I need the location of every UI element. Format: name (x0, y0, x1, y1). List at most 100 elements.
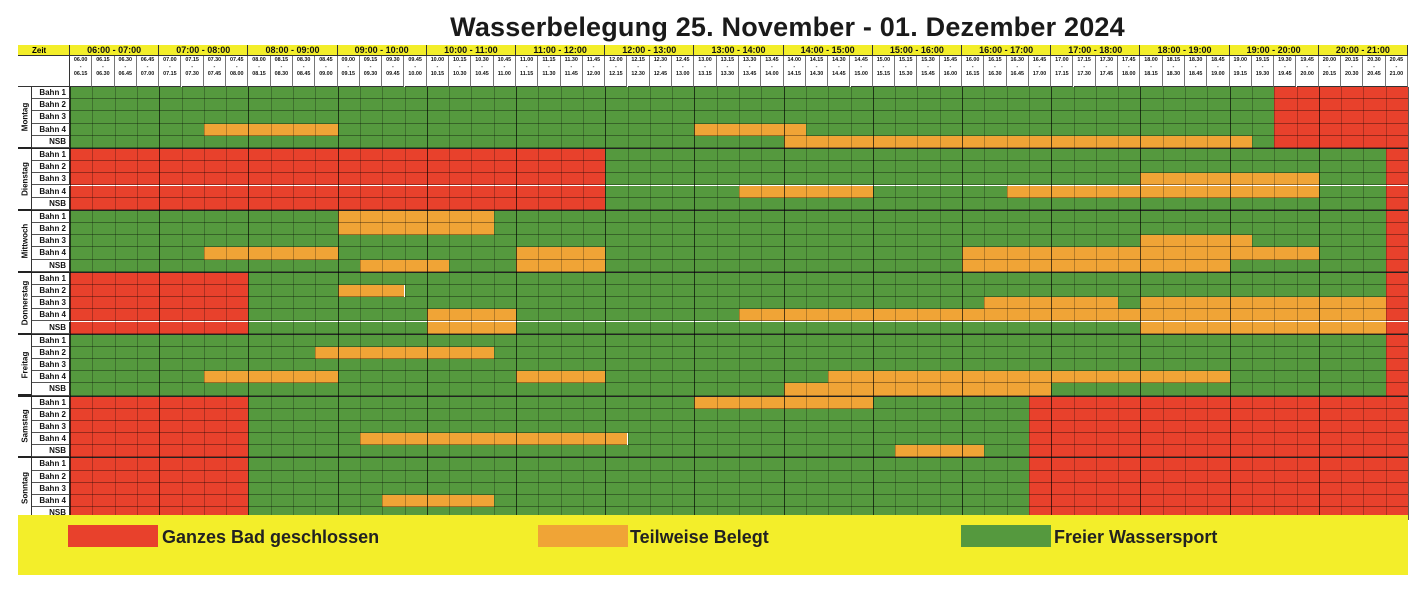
lane-label: NSB (32, 321, 70, 334)
legend-label-free: Freier Wassersport (1054, 527, 1218, 547)
booking-closed-bar (1385, 297, 1408, 310)
booking-free-bar (248, 458, 1029, 471)
grid-line (471, 87, 473, 521)
booking-free-bar (248, 272, 1386, 285)
booking-closed-bar (1385, 161, 1408, 174)
booking-free-bar (493, 223, 1386, 236)
booking-partial-bar (203, 123, 338, 136)
grid-line (761, 87, 763, 521)
lane-label: Bahn 3 (32, 359, 70, 372)
booking-closed-bar (1385, 359, 1408, 372)
slot-time-label: 13.15 - 13.30 (716, 56, 739, 87)
grid-line (783, 87, 785, 521)
slot-time-label: 20.45 - 21.00 (1385, 56, 1408, 87)
lane-label: Bahn 4 (32, 371, 70, 384)
slot-time-label: 16.45 - 17.00 (1028, 56, 1052, 87)
booking-free-bar (248, 420, 1029, 434)
grid-line (337, 87, 339, 521)
grid-line (1341, 87, 1343, 521)
lane-label: Bahn 2 (32, 161, 70, 174)
booking-free-bar (248, 470, 1029, 483)
hour-label: 19:00 - 20:00 (1229, 45, 1319, 56)
booking-closed-bar (1385, 383, 1408, 396)
booking-partial-bar (783, 135, 1252, 148)
lane-label: Bahn 2 (32, 470, 70, 483)
booking-closed-bar (1028, 482, 1408, 495)
grid-line (805, 87, 807, 521)
booking-free-bar (248, 495, 383, 508)
grid-line (582, 87, 584, 521)
grid-line (248, 87, 250, 521)
grid-line (560, 87, 562, 521)
day-name: Samstag (20, 409, 29, 444)
booking-closed-bar (1028, 470, 1408, 483)
grid-line (1095, 87, 1097, 521)
slot-time-label: 17.15 - 17.30 (1073, 56, 1096, 87)
lane-label: Bahn 2 (32, 99, 70, 112)
booking-partial-bar (203, 247, 338, 260)
booking-partial-bar (382, 495, 494, 508)
slot-time-label: 11.30 - 11.45 (560, 56, 583, 87)
slot-time-label: 11.45 - 12.00 (582, 56, 606, 87)
booking-free-bar (1051, 383, 1386, 396)
booking-closed-bar (1385, 185, 1408, 198)
booking-free-bar (70, 371, 204, 384)
booking-free-bar (805, 123, 1275, 136)
lane-label: Bahn 3 (32, 482, 70, 495)
slot-time-label: 11.15 - 11.30 (538, 56, 561, 87)
booking-closed-bar (1028, 433, 1408, 446)
grid-line (1185, 87, 1186, 521)
slot-time-label: 16.15 - 16.30 (984, 56, 1007, 87)
hour-label: 13:00 - 14:00 (694, 45, 784, 56)
slot-time-label: 10.00 - 10.15 (426, 56, 450, 87)
slot-time-label: 17.45 - 18.00 (1118, 56, 1141, 87)
grid-line (739, 87, 740, 521)
grid-line (382, 87, 384, 521)
slot-time-label: 19.45 - 20.00 (1296, 56, 1319, 87)
lane-label: Bahn 4 (32, 495, 70, 508)
grid-line (627, 87, 629, 521)
day-name: Donnerstag (20, 280, 29, 325)
booking-free-bar (1251, 135, 1275, 148)
booking-closed-bar (1385, 173, 1408, 186)
booking-free-bar (248, 321, 427, 334)
grid-line (1296, 87, 1298, 521)
slot-time-label: 18.30 - 18.45 (1185, 56, 1208, 87)
grid-line (1207, 87, 1209, 521)
grid-line (850, 87, 852, 521)
slot-time-label: 08.45 - 09.00 (315, 56, 338, 87)
slot-time-label: 08.15 - 08.30 (270, 56, 293, 87)
booking-partial-bar (895, 445, 985, 458)
slot-time-label: 06.15 - 06.30 (92, 56, 115, 87)
lane-label: Bahn 1 (32, 87, 70, 100)
lane-label: NSB (32, 259, 70, 272)
lane-label: Bahn 1 (32, 272, 70, 285)
booking-partial-bar (828, 371, 1230, 384)
lane-label: NSB (32, 135, 70, 148)
slot-time-label: 10.45 - 11.00 (493, 56, 516, 87)
booking-free-bar (70, 259, 360, 272)
booking-partial-bar (783, 383, 1052, 396)
hour-label: 08:00 - 09:00 (248, 45, 338, 56)
day-label: Samstag (18, 396, 32, 459)
booking-partial-bar (203, 371, 338, 384)
grid-line (538, 87, 540, 521)
booking-partial-bar (962, 259, 1230, 272)
lane-label: Bahn 4 (32, 247, 70, 260)
booking-free-bar (248, 433, 360, 446)
booking-free-bar (605, 259, 962, 272)
slot-time-label: 18.00 - 18.15 (1140, 56, 1163, 87)
slot-time-label: 14.00 - 14.15 (783, 56, 806, 87)
booking-partial-bar (359, 433, 628, 446)
lane-label: Bahn 1 (32, 148, 70, 162)
booking-closed-bar (1385, 259, 1408, 272)
booking-free-bar (1229, 371, 1386, 384)
booking-partial-bar (426, 309, 516, 322)
grid-line (917, 87, 919, 521)
booking-closed-bar (1385, 334, 1408, 347)
grid-line (114, 87, 116, 521)
day-label: Donnerstag (18, 272, 32, 335)
slot-time-label: 12.00 - 12.15 (605, 56, 628, 87)
lane-label: Bahn 2 (32, 284, 70, 298)
day-name: Montag (20, 102, 29, 132)
